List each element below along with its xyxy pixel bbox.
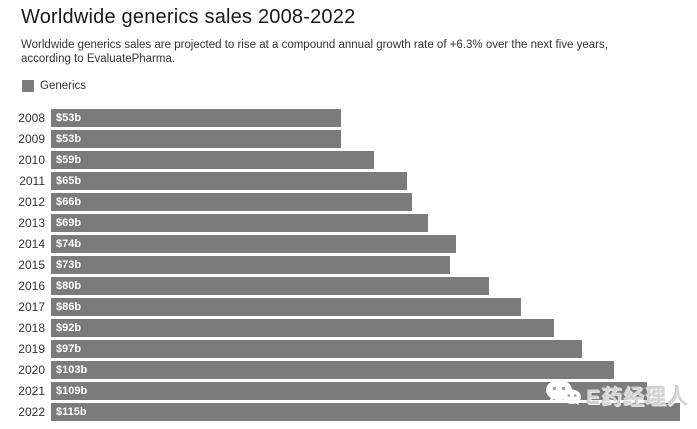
bar-value-label: $103b (56, 364, 88, 376)
watermark-text: E药经理人 (585, 385, 689, 409)
bar-row-2013: 2013 $69b (18, 214, 680, 232)
year-label: 2008 (18, 111, 45, 125)
bar-2016: $80b (51, 277, 489, 295)
bar-row-2012: 2012 $66b (18, 193, 680, 211)
year-label: 2020 (18, 363, 45, 377)
bar-2019: $97b (51, 340, 582, 358)
year-label: 2022 (18, 405, 45, 419)
bar-track: $97b (51, 340, 680, 358)
bar-chart: 2008 $53b 2009 $53b 2010 $59b 2011 $65b 2012 $66b… (18, 109, 680, 421)
bar-row-2022: 2022 $115b (18, 403, 680, 421)
bar-row-2010: 2010 $59b (18, 151, 680, 169)
bar-value-label: $65b (56, 175, 82, 187)
year-label: 2015 (18, 258, 45, 272)
chart-title: Worldwide generics sales 2008-2022 (21, 6, 356, 28)
legend-swatch (22, 79, 34, 92)
bar-value-label: $92b (56, 322, 82, 334)
bar-row-2016: 2016 $80b (18, 277, 680, 295)
bar-row-2017: 2017 $86b (18, 298, 680, 316)
year-label: 2009 (18, 132, 45, 146)
year-label: 2012 (18, 195, 45, 209)
bar-value-label: $73b (56, 259, 82, 271)
bar-value-label: $66b (56, 196, 82, 208)
bar-2011: $65b (51, 172, 407, 190)
bar-2022: $115b (51, 403, 680, 421)
bar-track: $66b (51, 193, 680, 211)
bar-2018: $92b (51, 319, 555, 337)
bar-track: $80b (51, 277, 680, 295)
chart-subtitle: Worldwide generics sales are projected t… (21, 39, 608, 65)
bar-value-label: $69b (56, 217, 82, 229)
bar-value-label: $80b (56, 280, 82, 292)
year-label: 2010 (18, 153, 45, 167)
bar-track: $86b (51, 298, 680, 316)
bar-track: $53b (51, 109, 680, 127)
bar-value-label: $74b (56, 238, 82, 250)
bar-row-2011: 2011 $65b (18, 172, 680, 190)
bar-row-2009: 2009 $53b (18, 130, 680, 148)
year-label: 2018 (18, 321, 45, 335)
wechat-icon (545, 379, 581, 412)
bar-value-label: $97b (56, 343, 82, 355)
bar-track: $74b (51, 235, 680, 253)
bar-track: $69b (51, 214, 680, 232)
bar-2015: $73b (51, 256, 451, 274)
bar-row-2021: 2021 $109b (18, 382, 680, 400)
bar-row-2019: 2019 $97b (18, 340, 680, 358)
bar-track: $59b (51, 151, 680, 169)
bar-2020: $103b (51, 361, 615, 379)
watermark: E药经理人 (545, 379, 689, 412)
bar-2012: $66b (51, 193, 412, 211)
year-label: 2021 (18, 384, 45, 398)
bar-2008: $53b (51, 109, 341, 127)
legend: Generics (18, 79, 680, 92)
year-label: 2014 (18, 237, 45, 251)
bar-value-label: $109b (56, 385, 88, 397)
bar-2013: $69b (51, 214, 429, 232)
bar-row-2014: 2014 $74b (18, 235, 680, 253)
bar-value-label: $59b (56, 154, 82, 166)
legend-label: Generics (40, 79, 87, 92)
bar-value-label: $53b (56, 112, 82, 124)
bar-row-2020: 2020 $103b (18, 361, 680, 379)
bar-track: $103b (51, 361, 680, 379)
year-label: 2017 (18, 300, 45, 314)
bar-2014: $74b (51, 235, 456, 253)
bar-row-2008: 2008 $53b (18, 109, 680, 127)
bar-value-label: $115b (56, 406, 87, 418)
bar-track: $92b (51, 319, 680, 337)
bar-row-2018: 2018 $92b (18, 319, 680, 337)
year-label: 2013 (18, 216, 45, 230)
bar-2010: $59b (51, 151, 374, 169)
bar-track: $65b (51, 172, 680, 190)
bar-value-label: $53b (56, 133, 82, 145)
bar-2009: $53b (51, 130, 341, 148)
bar-track: $115b (51, 403, 680, 421)
year-label: 2016 (18, 279, 45, 293)
bar-2017: $86b (51, 298, 522, 316)
bar-track: $53b (51, 130, 680, 148)
year-label: 2019 (18, 342, 45, 356)
bar-track: $109b (51, 382, 680, 400)
year-label: 2011 (19, 174, 45, 188)
bar-track: $73b (51, 256, 680, 274)
bar-row-2015: 2015 $73b (18, 256, 680, 274)
bar-value-label: $86b (56, 301, 82, 313)
bar-2021: $109b (51, 382, 648, 400)
